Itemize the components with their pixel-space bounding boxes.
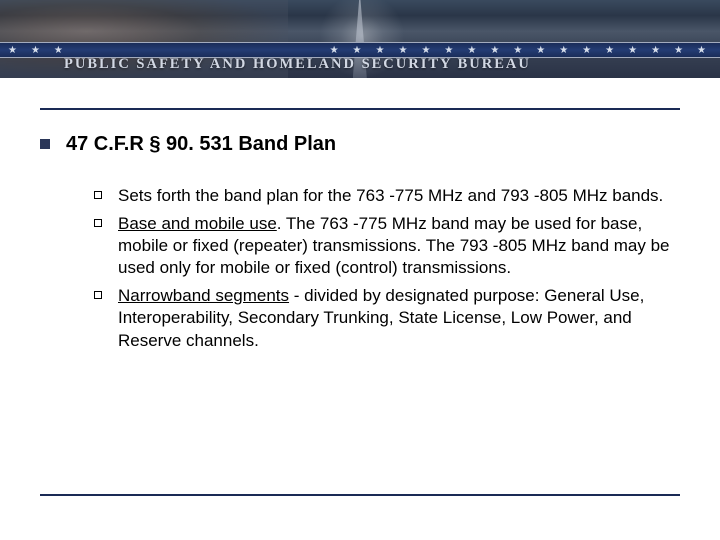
list-item: Narrowband segments - divided by designa… xyxy=(94,285,680,351)
header-banner: ★★★ ★★★★★★★★★★★★★★★★★ PUBLIC SAFETY AND … xyxy=(0,0,720,78)
stars-right: ★★★★★★★★★★★★★★★★★ xyxy=(322,45,720,56)
content-area: 47 C.F.R § 90. 531 Band Plan Sets forth … xyxy=(40,132,680,358)
heading-text: 47 C.F.R § 90. 531 Band Plan xyxy=(66,132,336,157)
underline-span: Narrowband segments xyxy=(118,286,289,305)
underline-span: Base and mobile use xyxy=(118,214,277,233)
stars-left: ★★★ xyxy=(0,45,77,56)
bullet-open-icon xyxy=(94,191,102,199)
bullet-open-icon xyxy=(94,291,102,299)
list-item-text: Base and mobile use. The 763 -775 MHz ba… xyxy=(118,213,680,279)
list-item-text: Narrowband segments - divided by designa… xyxy=(118,285,680,351)
sub-list: Sets forth the band plan for the 763 -77… xyxy=(94,185,680,352)
header-title: PUBLIC SAFETY AND HOMELAND SECURITY BURE… xyxy=(64,56,531,73)
bullet-open-icon xyxy=(94,219,102,227)
slide: ★★★ ★★★★★★★★★★★★★★★★★ PUBLIC SAFETY AND … xyxy=(0,0,720,540)
list-item: Base and mobile use. The 763 -775 MHz ba… xyxy=(94,213,680,279)
divider-bottom xyxy=(40,494,680,496)
body-span: Sets forth the band plan for the 763 -77… xyxy=(118,186,663,205)
heading-row: 47 C.F.R § 90. 531 Band Plan xyxy=(40,132,680,157)
divider-top xyxy=(40,108,680,110)
list-item: Sets forth the band plan for the 763 -77… xyxy=(94,185,680,207)
bullet-filled-icon xyxy=(40,139,50,149)
list-item-text: Sets forth the band plan for the 763 -77… xyxy=(118,185,663,207)
